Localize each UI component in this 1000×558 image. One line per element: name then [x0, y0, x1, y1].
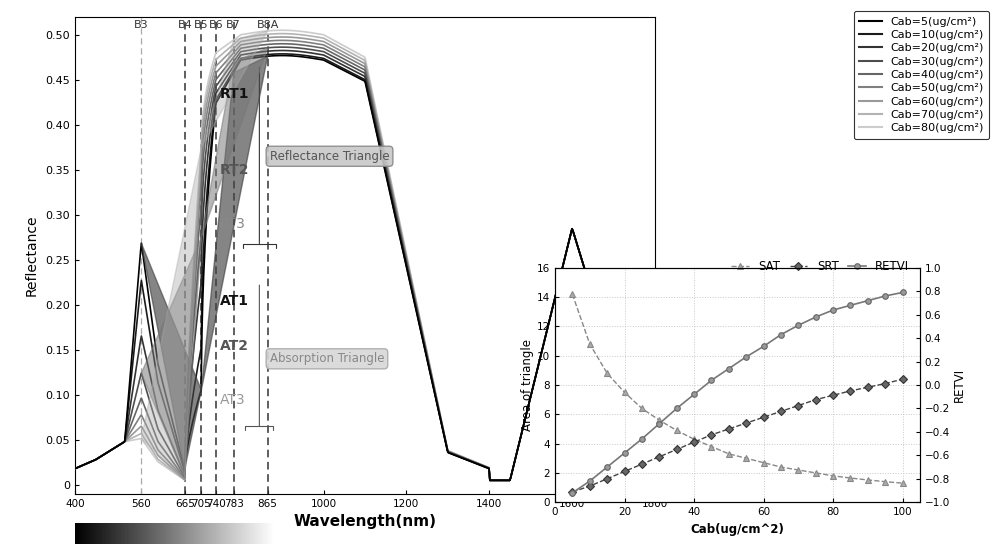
- Text: B6: B6: [209, 20, 223, 30]
- SRT: [723, 426, 735, 432]
- SRT: [671, 446, 683, 453]
- SRT: [584, 483, 596, 489]
- Polygon shape: [141, 237, 201, 477]
- SAT: [636, 405, 648, 412]
- Polygon shape: [141, 243, 201, 469]
- Line: SAT: SAT: [569, 291, 906, 487]
- RETVI: [723, 365, 735, 372]
- Polygon shape: [201, 56, 268, 390]
- SRT: [827, 392, 839, 398]
- Text: Absorption Triangle: Absorption Triangle: [270, 352, 384, 365]
- SRT: [810, 396, 822, 403]
- X-axis label: Cab(ug/cm^2): Cab(ug/cm^2): [691, 523, 784, 536]
- SAT: [792, 466, 804, 473]
- Polygon shape: [201, 31, 268, 147]
- Y-axis label: Area of triangle: Area of triangle: [521, 339, 534, 431]
- RETVI: [619, 450, 631, 456]
- Text: B4: B4: [177, 20, 192, 30]
- Line: SRT: SRT: [570, 377, 905, 495]
- Text: B8A: B8A: [256, 20, 279, 30]
- Polygon shape: [141, 147, 201, 480]
- SRT: [758, 414, 770, 421]
- Text: Reflectance Triangle: Reflectance Triangle: [270, 150, 389, 163]
- Y-axis label: Reflectance: Reflectance: [24, 214, 38, 296]
- SAT: [810, 470, 822, 477]
- RETVI: [671, 405, 683, 412]
- SRT: [688, 439, 700, 445]
- RETVI: [897, 289, 909, 296]
- SRT: [601, 475, 613, 482]
- SAT: [723, 450, 735, 457]
- RETVI: [775, 331, 787, 338]
- SAT: [653, 417, 665, 424]
- Legend: Cab=5(ug/cm²), Cab=10(ug/cm²), Cab=20(ug/cm²), Cab=30(ug/cm²), Cab=40(ug/cm²), C: Cab=5(ug/cm²), Cab=10(ug/cm²), Cab=20(ug…: [854, 11, 989, 139]
- RETVI: [705, 377, 717, 384]
- RETVI: [862, 297, 874, 304]
- SRT: [775, 408, 787, 415]
- RETVI: [810, 314, 822, 320]
- Text: B5: B5: [194, 20, 209, 30]
- RETVI: [827, 307, 839, 314]
- Text: AT1: AT1: [220, 294, 249, 308]
- SRT: [636, 461, 648, 468]
- X-axis label: Wavelength(nm): Wavelength(nm): [293, 514, 436, 529]
- RETVI: [636, 436, 648, 442]
- RETVI: [844, 302, 856, 309]
- SRT: [862, 384, 874, 391]
- RETVI: [584, 478, 596, 484]
- RETVI: [740, 354, 752, 360]
- SRT: [879, 380, 891, 387]
- Text: AT2: AT2: [220, 339, 249, 353]
- Text: B3: B3: [134, 20, 149, 30]
- SAT: [671, 427, 683, 434]
- Text: RT1: RT1: [220, 86, 250, 101]
- Legend: SAT, SRT, RETVI: SAT, SRT, RETVI: [726, 255, 914, 277]
- SRT: [619, 468, 631, 475]
- SAT: [862, 477, 874, 483]
- SRT: [844, 387, 856, 394]
- RETVI: [879, 292, 891, 299]
- RETVI: [758, 343, 770, 350]
- SAT: [688, 436, 700, 442]
- SRT: [792, 402, 804, 409]
- SAT: [584, 340, 596, 347]
- SRT: [897, 376, 909, 383]
- Line: RETVI: RETVI: [570, 290, 905, 496]
- RETVI: [688, 391, 700, 398]
- SRT: [653, 454, 665, 460]
- SAT: [740, 455, 752, 461]
- SAT: [775, 464, 787, 470]
- RETVI: [792, 322, 804, 329]
- SAT: [566, 291, 578, 297]
- RETVI: [566, 489, 578, 496]
- Text: B7: B7: [226, 20, 241, 30]
- SAT: [601, 370, 613, 377]
- SRT: [566, 489, 578, 496]
- RETVI: [653, 420, 665, 427]
- SAT: [897, 480, 909, 487]
- Text: RT3: RT3: [220, 217, 246, 231]
- SAT: [827, 473, 839, 479]
- Y-axis label: RETVI: RETVI: [953, 368, 966, 402]
- SAT: [619, 389, 631, 396]
- Text: RT2: RT2: [220, 163, 250, 177]
- RETVI: [601, 464, 613, 470]
- Text: AT3: AT3: [220, 393, 246, 407]
- Polygon shape: [201, 48, 268, 237]
- SAT: [705, 443, 717, 450]
- SAT: [844, 475, 856, 482]
- SAT: [879, 478, 891, 485]
- SRT: [740, 420, 752, 426]
- SAT: [758, 459, 770, 466]
- SRT: [705, 431, 717, 438]
